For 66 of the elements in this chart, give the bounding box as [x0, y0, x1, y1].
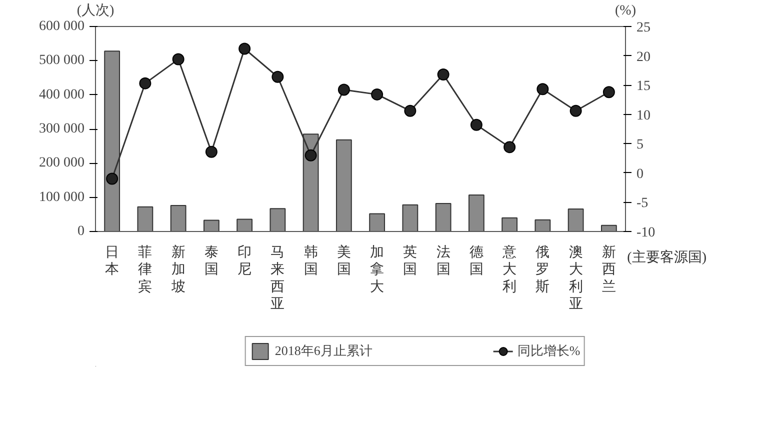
x-tick-label: 美国: [336, 244, 351, 278]
y-tick-label: 0: [78, 224, 84, 239]
bar: [568, 208, 584, 232]
bar: [435, 202, 452, 232]
x-tick-label: 新西兰: [602, 244, 616, 295]
x-tick-label: 印尼: [238, 244, 252, 278]
y-tick-label: 400 000: [39, 87, 84, 102]
x-tick-label: 德国: [469, 244, 484, 278]
x-tick-label: 马来西亚: [270, 245, 285, 312]
point: [504, 141, 516, 154]
bar: [468, 194, 484, 232]
point: [338, 84, 350, 96]
y2-tick-label: 25: [636, 20, 650, 36]
x-tick-label: 澳大利亚: [568, 244, 583, 312]
legend-label: 同比增长%: [517, 342, 580, 360]
bar: [502, 217, 518, 232]
bar: [336, 139, 352, 232]
y-tick-label: 100 000: [39, 190, 84, 205]
y2-tick-label: 20: [636, 50, 650, 65]
point: [404, 104, 416, 117]
bar: [369, 213, 386, 232]
x-tick-label: 意大利: [502, 244, 517, 295]
y2-axis-title: (%): [615, 4, 636, 18]
x-tick-label: 法国: [436, 244, 450, 278]
point: [602, 86, 615, 98]
point: [172, 53, 184, 66]
point: [570, 104, 582, 117]
bar: [600, 224, 617, 232]
x-axis-title: (主要客源国): [627, 249, 707, 266]
point: [139, 77, 152, 90]
y2-tick-label: 5: [636, 138, 644, 153]
y2-tick-label: -10: [636, 226, 656, 240]
point: [272, 70, 284, 83]
y2-tick-label: 15: [636, 79, 650, 94]
x-tick-label: 加拿大: [370, 244, 384, 295]
bar: [402, 204, 418, 232]
point: [304, 149, 317, 162]
y-tick-label: 300 000: [39, 122, 84, 136]
legend-label: 2018年6月止累计: [274, 342, 372, 360]
bar: [534, 219, 551, 232]
y2-tick-label: 0: [636, 166, 644, 182]
y-tick-label: 600 000: [39, 19, 84, 34]
y2-tick-label: -5: [636, 196, 648, 212]
x-tick-label: 英国: [403, 244, 418, 278]
x-tick-label: 日本: [105, 245, 120, 278]
point: [238, 42, 251, 55]
point: [106, 172, 118, 185]
point: [536, 83, 549, 96]
y-axis-title: (人次): [76, 2, 114, 18]
point: [371, 88, 384, 100]
y-tick-label: 500 000: [39, 53, 84, 68]
x-tick-label: 泰国: [204, 244, 218, 278]
y2-tick-label: 10: [636, 108, 650, 124]
point: [437, 68, 450, 81]
bar: [203, 220, 220, 232]
bar: [270, 208, 286, 232]
point: [470, 118, 482, 131]
x-tick-label: 韩国: [304, 244, 318, 278]
x-tick-label: 俄罗斯: [536, 244, 550, 295]
y-tick-label: 200 000: [39, 156, 84, 171]
x-tick-label: 新加坡: [170, 244, 186, 295]
bar: [170, 205, 186, 232]
bar: [236, 218, 253, 232]
x-tick-label: 菲律宾: [138, 244, 152, 295]
point: [205, 146, 218, 158]
bar: [137, 206, 154, 232]
